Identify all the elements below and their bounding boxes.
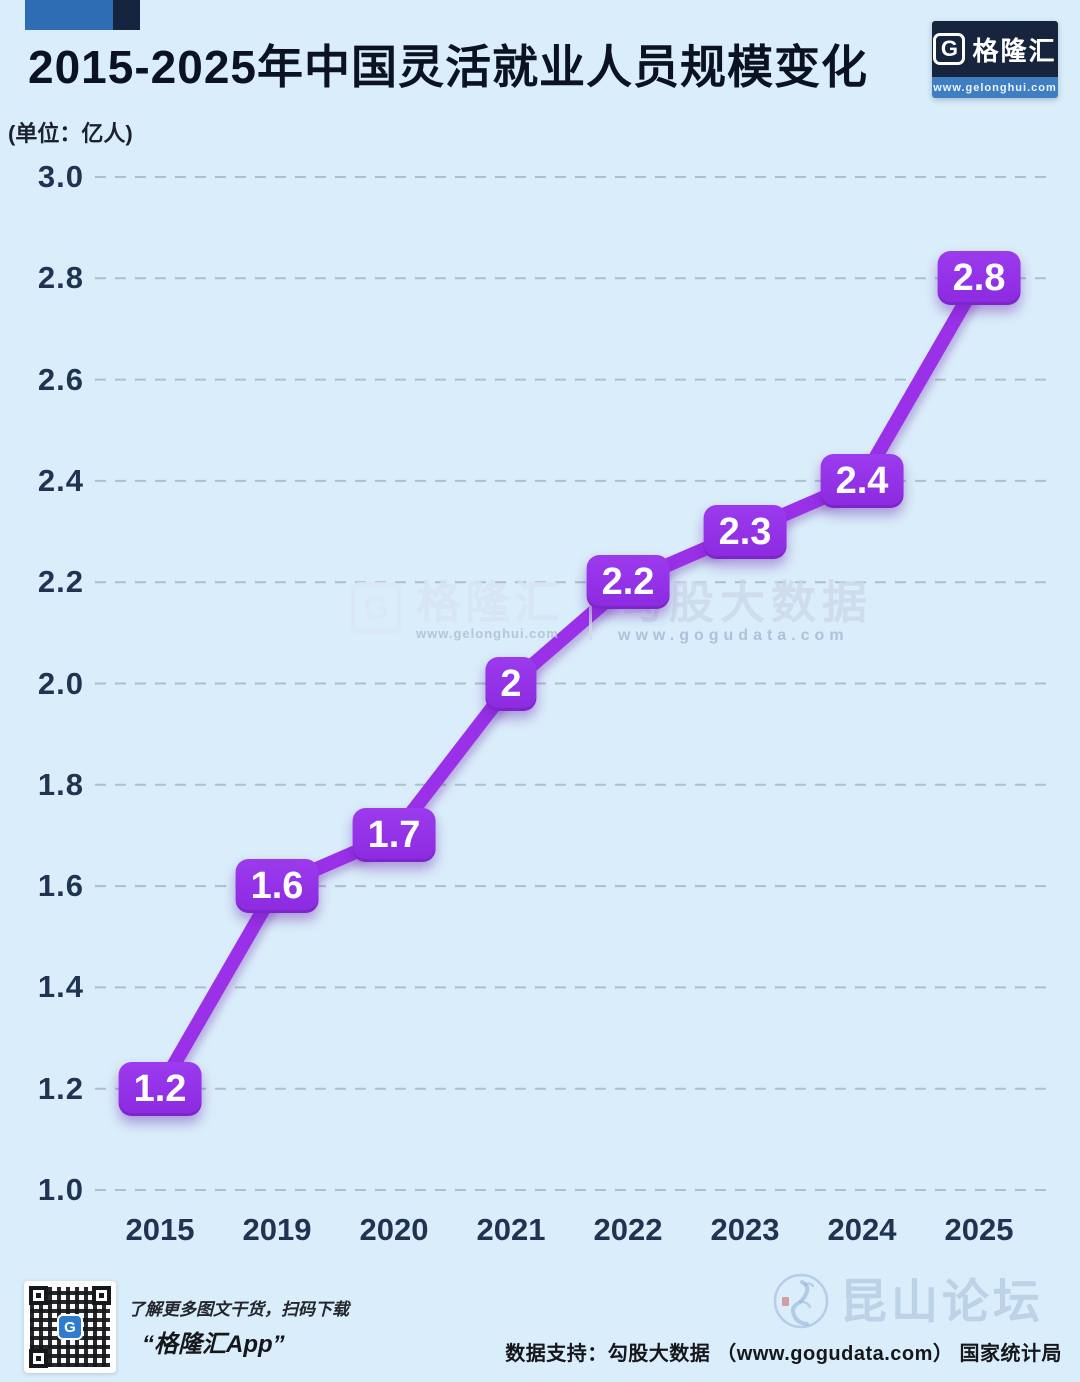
gelonghui-logo-name: 格隆汇	[972, 35, 1057, 66]
qr-center-g-icon: G	[57, 1314, 83, 1340]
qr-caption-line1: 了解更多图文干货，扫码下载	[128, 1300, 349, 1319]
data-point-label: 1.6	[235, 859, 319, 914]
qr-code: G	[24, 1281, 116, 1373]
data-point-label: 2	[485, 656, 537, 711]
x-axis-tick-label: 2015	[125, 1212, 195, 1247]
y-axis-tick-label: 1.2	[37, 1070, 84, 1106]
accent-bar-blue	[25, 0, 113, 30]
accent-bar-navy	[113, 0, 140, 30]
x-axis-tick-label: 2020	[359, 1212, 429, 1247]
y-axis-tick-label: 3.0	[37, 159, 84, 194]
x-axis-tick-label: 2022	[593, 1212, 663, 1247]
gelonghui-logo-top: G 格隆汇	[932, 21, 1058, 77]
qr-pattern: G	[29, 1286, 111, 1368]
data-support-credit: 数据支持：勾股大数据 （www.gogudata.com） 国家统计局	[505, 1343, 1062, 1365]
gelonghui-logo: G 格隆汇 www.gelonghui.com	[932, 21, 1058, 98]
qr-caption-line2: “格隆汇App”	[142, 1331, 285, 1358]
x-axis-tick-label: 2019	[242, 1212, 312, 1247]
y-axis-tick-label: 2.2	[37, 564, 84, 600]
qr-finder-icon	[29, 1349, 48, 1368]
unit-label: (单位：亿人)	[8, 121, 133, 146]
x-axis-tick-label: 2023	[710, 1212, 780, 1247]
x-axis-tick-label: 2021	[476, 1212, 546, 1247]
y-axis-tick-label: 1.6	[37, 868, 84, 904]
y-axis-tick-label: 1.4	[37, 969, 84, 1005]
data-point-label: 2.2	[586, 555, 670, 610]
y-axis-tick-label: 1.0	[37, 1172, 84, 1207]
y-axis-tick-label: 2.6	[37, 361, 84, 397]
data-point-label: 2.4	[820, 453, 904, 508]
qr-finder-icon	[29, 1286, 48, 1305]
data-point-label: 2.3	[703, 504, 787, 559]
gelonghui-logo-url: www.gelonghui.com	[932, 77, 1058, 98]
gelonghui-g-icon: G	[933, 33, 966, 65]
y-axis-tick-label: 1.8	[37, 766, 84, 802]
x-axis-tick-label: 2025	[944, 1212, 1014, 1247]
y-axis-tick-label: 2.4	[37, 462, 84, 498]
y-axis-tick-label: 2.0	[37, 665, 84, 701]
data-point-label: 1.2	[118, 1061, 202, 1116]
page-title: 2015-2025年中国灵活就业人员规模变化	[28, 41, 868, 93]
data-point-label: 1.7	[352, 808, 436, 863]
x-axis-tick-label: 2024	[827, 1212, 897, 1247]
qr-finder-icon	[92, 1286, 111, 1305]
y-axis-tick-label: 2.8	[37, 260, 84, 296]
data-point-label: 2.8	[937, 251, 1021, 306]
